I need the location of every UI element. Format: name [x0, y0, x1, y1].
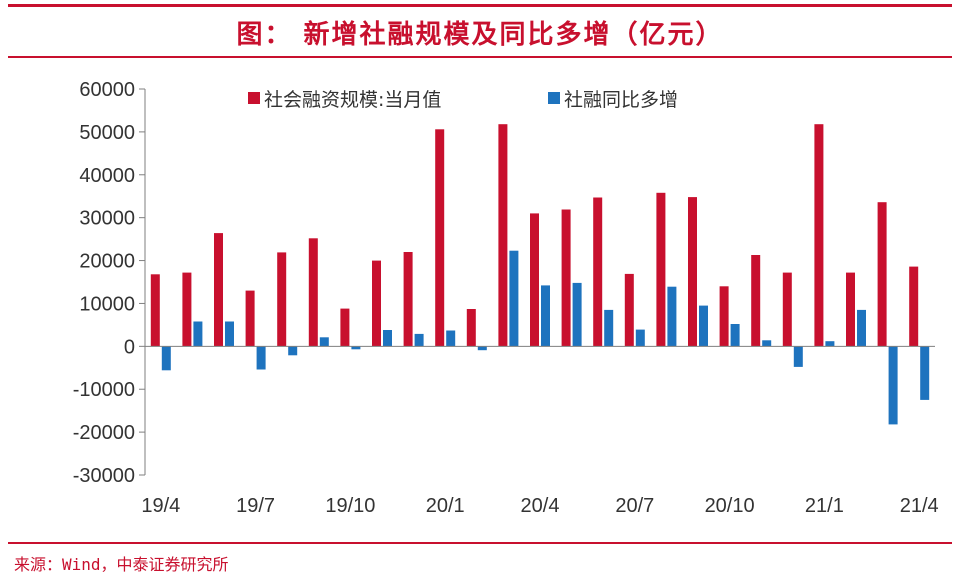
- x-tick-label: 20/10: [705, 495, 755, 517]
- bar-tsf-yoy-increase: [888, 346, 898, 425]
- bar-tsf-monthly: [277, 252, 287, 347]
- bar-tsf-monthly: [498, 124, 508, 347]
- bar-tsf-yoy-increase: [477, 346, 487, 351]
- x-tick-label: 20/1: [426, 495, 465, 517]
- bar-tsf-monthly: [182, 272, 192, 347]
- bar-tsf-yoy-increase: [351, 346, 361, 350]
- bar-tsf-monthly: [656, 192, 666, 347]
- legend-swatch-tsf-yoy: [548, 92, 560, 104]
- bar-tsf-monthly: [624, 273, 634, 347]
- bar-tsf-yoy-increase: [825, 341, 835, 347]
- bar-tsf-yoy-increase: [604, 309, 614, 347]
- bar-tsf-yoy-increase: [383, 330, 392, 347]
- x-tick-label: 19/4: [141, 495, 180, 517]
- x-tick-label: 19/7: [236, 495, 275, 517]
- bar-tsf-monthly: [530, 213, 539, 347]
- bar-tsf-monthly: [846, 272, 855, 347]
- bar-tsf-monthly: [372, 260, 381, 347]
- title-bar: 图： 新增社融规模及同比多增（亿元）: [0, 0, 960, 62]
- x-tick-label: 21/1: [805, 495, 844, 517]
- bar-tsf-monthly: [593, 197, 603, 347]
- bar-tsf-yoy-increase: [572, 282, 582, 347]
- y-tick-label: 40000: [79, 165, 135, 187]
- x-tick-label: 20/7: [615, 495, 654, 517]
- bar-tsf-yoy-increase: [667, 286, 677, 347]
- bar-tsf-monthly: [877, 202, 887, 347]
- bar-tsf-yoy-increase: [193, 321, 203, 347]
- y-tick-label: -20000: [73, 422, 135, 444]
- bar-tsf-monthly: [909, 266, 919, 347]
- bar-tsf-monthly: [150, 274, 160, 347]
- y-tick-label: 50000: [79, 122, 135, 144]
- bar-tsf-yoy-increase: [288, 346, 298, 356]
- y-tick-label: -10000: [73, 379, 135, 401]
- bar-tsf-yoy-increase: [256, 346, 266, 370]
- bar-tsf-monthly: [466, 309, 476, 347]
- bar-tsf-monthly: [403, 252, 413, 347]
- bar-tsf-monthly: [561, 209, 571, 347]
- x-tick-label: 20/4: [521, 495, 560, 517]
- bar-tsf-yoy-increase: [319, 337, 329, 347]
- y-tick-label: 30000: [79, 208, 135, 230]
- bar-tsf-monthly: [751, 255, 761, 347]
- bar-tsf-yoy-increase: [762, 340, 772, 347]
- bar-tsf-monthly: [814, 124, 824, 347]
- bar-tsf-monthly: [214, 233, 223, 347]
- y-tick-label: 10000: [79, 293, 135, 315]
- y-tick-label: 60000: [79, 79, 135, 101]
- title-top-rule: [8, 4, 952, 7]
- bar-tsf-monthly: [782, 272, 792, 347]
- y-tick-label: -30000: [73, 465, 135, 487]
- legend-label-tsf-yoy: 社融同比多增: [564, 89, 678, 111]
- x-tick-label: 21/4: [900, 495, 939, 517]
- bar-tsf-yoy-increase: [541, 285, 550, 347]
- title-bottom-rule: [8, 56, 952, 58]
- bar-tsf-yoy-increase: [857, 309, 866, 347]
- bar-tsf-yoy-increase: [920, 346, 930, 400]
- bar-tsf-yoy-increase: [793, 346, 803, 367]
- x-tick-label: 19/10: [325, 495, 375, 517]
- bar-tsf-yoy-increase: [509, 250, 519, 347]
- legend-swatch-tsf-monthly: [248, 92, 260, 104]
- bar-tsf-monthly: [435, 129, 445, 347]
- y-tick-label: 20000: [79, 251, 135, 273]
- source-note: 来源：Wind，中泰证券研究所: [14, 555, 229, 574]
- bar-tsf-yoy-increase: [414, 333, 424, 347]
- footer-rule: [8, 542, 952, 544]
- bar-tsf-monthly: [245, 290, 255, 347]
- bar-tsf-monthly: [688, 197, 697, 347]
- bar-tsf-monthly: [308, 238, 318, 347]
- bar-tsf-yoy-increase: [225, 321, 234, 347]
- bar-tsf-monthly: [719, 286, 729, 347]
- bar-tsf-yoy-increase: [161, 346, 171, 371]
- bar-tsf-yoy-increase: [635, 329, 645, 347]
- bar-tsf-yoy-increase: [699, 305, 708, 347]
- chart-title: 图： 新增社融规模及同比多增（亿元）: [236, 20, 724, 50]
- legend-label-tsf-monthly: 社会融资规模:当月值: [264, 89, 441, 111]
- bar-tsf-monthly: [340, 308, 350, 347]
- bar-tsf-yoy-increase: [446, 330, 456, 347]
- bar-chart: 60000 50000 40000 30000 20000 10000 0 -10000 -20…: [73, 79, 939, 517]
- y-tick-label: 0: [124, 336, 135, 358]
- bar-tsf-yoy-increase: [730, 324, 740, 347]
